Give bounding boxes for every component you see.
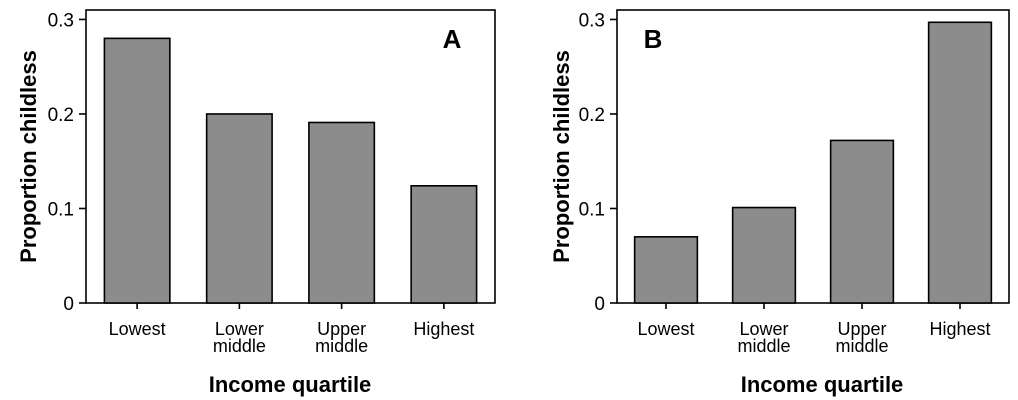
bar	[308, 121, 376, 304]
y-tick-label: 0	[594, 294, 605, 315]
x-axis-title: Income quartile	[209, 372, 372, 397]
x-axis-title: Income quartile	[741, 372, 904, 397]
y-tick-label: 0.3	[579, 10, 605, 31]
y-axis-title: Proportion childless	[549, 50, 574, 263]
panel-b: 0 0.1 0.2 0.3 Lowest Lower middle Upper middle Hi…	[549, 9, 1010, 397]
bar	[633, 236, 699, 304]
y-axis-title: Proportion childless	[16, 50, 41, 263]
x-tick-label: Lowest	[109, 319, 166, 339]
bar	[410, 185, 478, 304]
panel-label: B	[644, 24, 663, 54]
panel-label: A	[443, 24, 462, 54]
bar	[829, 139, 895, 304]
x-tick-label: Upper middle	[315, 319, 368, 356]
bar	[103, 37, 171, 304]
y-tick-label: 0.2	[579, 105, 605, 126]
x-tick-label: Highest	[929, 319, 990, 339]
plot-frame	[85, 9, 496, 304]
y-tick-label: 0.3	[48, 10, 74, 31]
bar	[205, 113, 273, 304]
y-tick-label: 0.2	[48, 105, 74, 126]
bar	[927, 21, 993, 304]
bar	[731, 206, 797, 304]
x-tick-label: Highest	[413, 319, 474, 339]
x-tick-label: Lowest	[637, 319, 694, 339]
x-tick-label: Lower middle	[737, 319, 790, 356]
y-tick-label: 0	[63, 294, 74, 315]
panel-a: 0 0.1 0.2 0.3 Lowest Lower middle Upper middle Hi…	[16, 9, 496, 397]
x-tick-label: Upper middle	[835, 319, 888, 356]
plot-frame	[616, 9, 1010, 304]
x-tick-label: Lower middle	[213, 319, 266, 356]
y-tick-label: 0.1	[48, 199, 74, 220]
y-tick-label: 0.1	[579, 199, 605, 220]
